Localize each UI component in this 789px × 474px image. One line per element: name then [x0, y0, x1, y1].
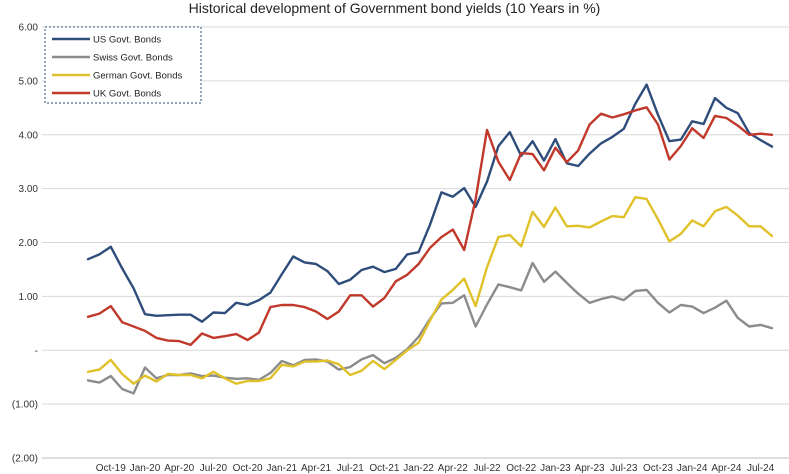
x-tick-label: Oct-23	[643, 463, 673, 474]
x-tick-label: Oct-19	[96, 463, 126, 474]
legend: US Govt. Bonds Swiss Govt. Bonds German Go…	[44, 26, 202, 104]
x-axis-ticks: Oct-19 Jan-20 Apr-20 Jul-20 Oct-20 Jan-21 Apr-…	[96, 463, 775, 474]
x-tick-label: Apr-23	[575, 463, 605, 474]
gridlines	[42, 26, 789, 459]
legend-label: US Govt. Bonds	[93, 35, 161, 46]
series-line-german-govt-bonds	[86, 195, 774, 385]
legend-label: German Govt. Bonds	[93, 71, 182, 82]
x-tick-label: Jan-20	[130, 463, 161, 474]
x-tick-label: Jan-23	[540, 463, 571, 474]
y-axis-ticks: 6.00 5.00 4.00 3.00 2.00 1.00 - (1.00) (2.00)	[12, 23, 39, 465]
x-tick-label: Apr-24	[711, 463, 741, 474]
x-tick-label: Jan-22	[403, 463, 434, 474]
series-line-uk-govt-bonds	[86, 106, 774, 347]
y-tick-label: -	[35, 346, 38, 357]
y-tick-label: 3.00	[19, 184, 39, 195]
series-line-us-govt-bonds	[86, 83, 774, 323]
x-tick-label: Oct-21	[369, 463, 399, 474]
y-tick-label: 5.00	[19, 76, 39, 87]
x-tick-label: Jul-20	[200, 463, 228, 474]
x-tick-label: Oct-20	[233, 463, 263, 474]
y-tick-label: 1.00	[19, 292, 39, 303]
x-tick-label: Oct-22	[506, 463, 536, 474]
x-tick-label: Jul-24	[747, 463, 775, 474]
x-tick-label: Jul-22	[473, 463, 501, 474]
y-tick-label: (2.00)	[12, 454, 38, 465]
series-lines	[86, 83, 774, 395]
x-tick-label: Jan-21	[267, 463, 298, 474]
x-tick-label: Apr-21	[301, 463, 331, 474]
y-tick-label: 4.00	[19, 130, 39, 141]
chart-title: Historical development of Government bon…	[188, 0, 601, 16]
x-tick-label: Jul-21	[337, 463, 365, 474]
y-tick-label: 6.00	[19, 23, 39, 34]
x-tick-label: Apr-20	[164, 463, 194, 474]
x-tick-label: Jul-23	[610, 463, 638, 474]
y-tick-label: 2.00	[19, 238, 39, 249]
x-tick-label: Apr-22	[438, 463, 468, 474]
legend-label: Swiss Govt. Bonds	[93, 53, 173, 64]
legend-label: UK Govt. Bonds	[93, 89, 161, 100]
x-tick-label: Jan-24	[677, 463, 708, 474]
y-tick-label: (1.00)	[12, 400, 38, 411]
